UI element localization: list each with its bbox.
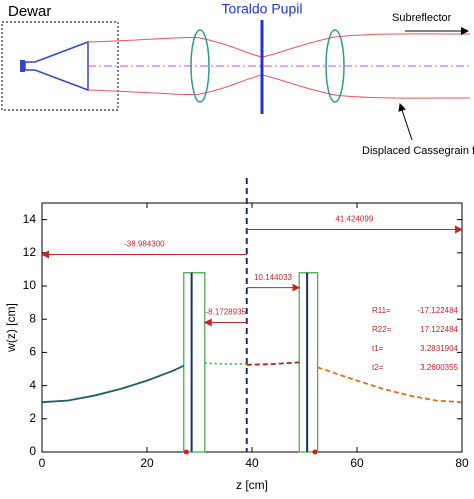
x-tick-label: 0 (39, 456, 46, 470)
y-tick-label: 0 (29, 444, 36, 458)
annotation-label: 41.424099 (335, 215, 373, 224)
plot-frame (41, 202, 463, 453)
lens (190, 29, 210, 103)
y-tick-label: 10 (23, 278, 37, 292)
x-tick-label: 20 (140, 456, 154, 470)
y-tick-label: 8 (29, 311, 36, 325)
annotation-label: -8.1728935 (206, 308, 247, 317)
x-tick-label: 40 (245, 456, 259, 470)
parameter-value: 3.2831904 (420, 344, 458, 353)
y-axis-label: w(z) [cm] (4, 303, 18, 353)
parameter-value: 3.2600355 (420, 363, 458, 372)
x-tick-label: 80 (455, 456, 469, 470)
annotation-label: 10.144033 (254, 273, 292, 282)
lens-box (298, 272, 319, 453)
series-line (41, 364, 185, 404)
focus-point (183, 449, 189, 455)
parameter-name: t1= (372, 344, 384, 353)
series-line (246, 361, 300, 366)
label: Displaced Cassegrain focus (362, 145, 474, 157)
parameter-value: 17.122484 (420, 325, 458, 334)
parameter-name: R22= (372, 325, 392, 334)
series-line (317, 366, 463, 404)
label: Dewar (8, 3, 51, 20)
label: Subreflector (392, 12, 452, 24)
parameter-name: R11= (372, 306, 391, 315)
parameter-value: -17.122484 (418, 306, 459, 315)
y-tick-label: 2 (29, 411, 36, 425)
beam-lower (87, 74, 471, 99)
lens-box (183, 272, 206, 453)
horn (24, 40, 89, 92)
label: Toraldo Pupil (222, 1, 303, 17)
arrow (398, 103, 413, 141)
y-tick-label: 6 (29, 345, 36, 359)
optics-diagram: Dewar Toraldo Pupil Subreflector Displac… (1, 1, 474, 157)
annotation-label: -38.984300 (124, 240, 165, 249)
x-tick-label: 60 (350, 456, 364, 470)
plot: 0 20 40 60 80 0 2 4 6 8 10 12 14 z [cm] w(z) [cm] 41.42… (4, 178, 469, 492)
lens (325, 29, 345, 103)
detector (20, 60, 25, 72)
beam-upper (87, 33, 471, 58)
series-line (204, 362, 247, 365)
focus-point (312, 449, 318, 455)
y-tick-label: 4 (29, 378, 36, 392)
dewar-box (1, 21, 119, 111)
parameter-name: t2= (372, 363, 384, 372)
x-axis-label: z [cm] (236, 478, 268, 492)
y-tick-label: 14 (23, 212, 37, 226)
y-tick-label: 12 (23, 245, 37, 259)
